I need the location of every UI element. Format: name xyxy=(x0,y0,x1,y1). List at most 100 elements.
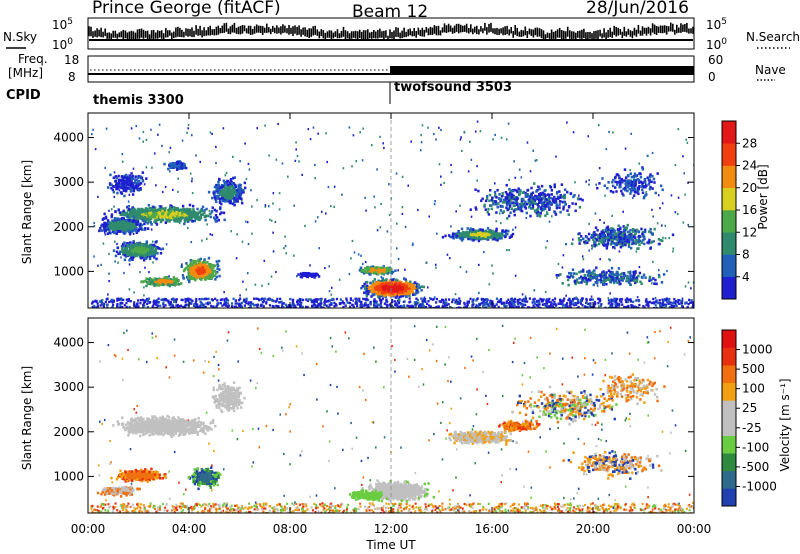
data-cell xyxy=(120,175,124,178)
data-cell xyxy=(176,218,179,221)
data-cell xyxy=(114,219,117,222)
data-cell xyxy=(189,172,192,175)
data-cell xyxy=(319,298,323,301)
data-cell xyxy=(361,285,365,288)
data-cell xyxy=(645,298,648,301)
data-cell xyxy=(112,219,116,222)
data-cell xyxy=(216,267,219,271)
data-cell xyxy=(380,275,383,278)
data-cell xyxy=(177,177,179,180)
data-cell xyxy=(652,297,655,301)
data-cell xyxy=(163,276,167,279)
data-cell xyxy=(225,297,228,300)
data-cell xyxy=(143,219,146,223)
data-cell xyxy=(535,300,538,303)
data-cell xyxy=(359,131,361,134)
data-cell xyxy=(133,301,136,304)
data-cell xyxy=(107,293,109,296)
data-cell xyxy=(143,294,145,297)
data-cell xyxy=(470,215,473,218)
data-cell xyxy=(495,220,498,223)
data-cell xyxy=(662,306,665,308)
data-cell xyxy=(691,300,694,304)
data-cell xyxy=(573,303,576,307)
data-cell xyxy=(175,283,179,286)
data-cell xyxy=(626,305,630,308)
data-cell xyxy=(524,300,527,303)
data-cell xyxy=(116,302,119,306)
data-cell xyxy=(100,263,102,266)
data-cell xyxy=(116,191,119,195)
data-cell xyxy=(134,208,137,211)
data-cell xyxy=(186,220,190,223)
data-cell xyxy=(209,263,213,266)
data-cell xyxy=(128,193,131,196)
data-cell xyxy=(364,304,368,307)
data-cell xyxy=(352,134,355,137)
data-cell xyxy=(103,212,106,216)
data-cell xyxy=(215,260,219,263)
data-cell xyxy=(341,193,343,196)
data-cell xyxy=(109,183,112,186)
data-cell xyxy=(533,300,536,304)
data-cell xyxy=(153,302,156,305)
data-cell xyxy=(191,277,194,281)
data-cell xyxy=(300,275,303,279)
data-cell xyxy=(188,276,192,279)
data-cell xyxy=(354,301,357,305)
freq-label-line2: [MHz] xyxy=(8,66,44,80)
data-cell xyxy=(218,178,221,182)
data-cell xyxy=(559,300,562,303)
data-cell xyxy=(175,168,179,171)
data-cell xyxy=(400,305,404,308)
data-cell xyxy=(483,298,486,301)
data-cell xyxy=(404,278,407,281)
data-cell xyxy=(207,271,210,275)
data-cell xyxy=(362,304,366,307)
data-cell xyxy=(129,190,133,193)
data-cell xyxy=(104,216,108,220)
data-cell xyxy=(154,280,158,284)
data-cell xyxy=(245,288,248,291)
data-cell xyxy=(180,282,183,285)
data-cell xyxy=(319,303,322,307)
data-cell xyxy=(197,275,201,278)
data-cell xyxy=(111,303,115,307)
data-cell xyxy=(581,255,584,258)
data-cell xyxy=(203,268,206,272)
data-cell xyxy=(144,210,147,214)
data-cell xyxy=(137,215,141,218)
data-cell xyxy=(678,302,681,305)
data-cell xyxy=(219,206,222,209)
data-cell xyxy=(304,224,306,228)
data-cell xyxy=(222,179,226,183)
data-cell xyxy=(139,253,143,257)
data-cell xyxy=(358,299,361,303)
data-cell xyxy=(159,220,163,224)
data-cell xyxy=(410,304,413,308)
data-cell xyxy=(193,303,197,307)
data-cell xyxy=(380,202,382,206)
data-cell xyxy=(152,261,154,264)
data-cell xyxy=(154,211,158,214)
data-cell xyxy=(200,209,204,213)
data-cell xyxy=(311,304,314,308)
data-cell xyxy=(365,297,368,300)
data-cell xyxy=(450,163,452,167)
data-cell xyxy=(677,128,680,131)
data-cell xyxy=(194,273,198,276)
data-cell xyxy=(620,298,624,301)
data-cell xyxy=(323,303,325,307)
data-cell xyxy=(145,280,149,284)
data-cell xyxy=(262,299,266,303)
data-cell xyxy=(135,229,138,233)
data-cell xyxy=(313,299,317,303)
data-cell xyxy=(148,279,152,283)
data-cell xyxy=(110,300,113,303)
data-cell xyxy=(232,181,235,185)
data-cell xyxy=(681,305,684,308)
power-scatter xyxy=(91,120,694,308)
data-cell xyxy=(306,274,310,277)
data-cell xyxy=(284,303,288,307)
data-cell xyxy=(241,240,244,243)
